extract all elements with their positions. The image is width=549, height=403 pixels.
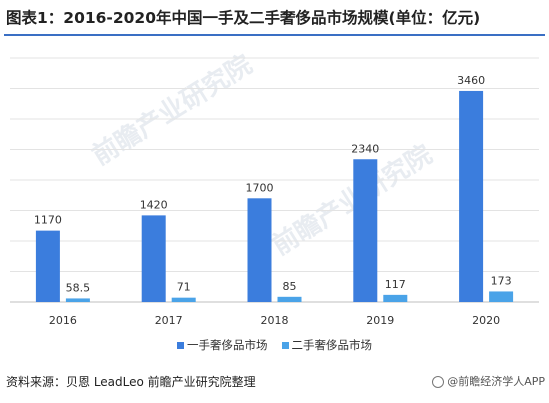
bar-secondary-2018 — [277, 296, 302, 302]
x-tick-2019: 2019 — [366, 314, 394, 327]
data-label-secondary-2020: 173 — [491, 274, 512, 287]
bar-secondary-2016 — [65, 298, 90, 302]
legend-swatch-primary — [177, 341, 184, 349]
legend-item-secondary: 二手奢侈品市场 — [281, 337, 373, 353]
data-label-secondary-2017: 71 — [177, 281, 191, 294]
legend-label-secondary: 二手奢侈品市场 — [291, 338, 373, 352]
app-badge-label: @前瞻经济学人APP — [447, 375, 545, 388]
bar-secondary-2017 — [171, 297, 196, 302]
gridlines — [10, 57, 539, 303]
data-label-secondary-2019: 117 — [385, 278, 406, 291]
bar-secondary-2020 — [489, 291, 514, 302]
chart-title: 图表1：2016-2020年中国一手及二手奢侈品市场规模(单位：亿元) — [6, 9, 481, 27]
data-label-primary-2017: 1420 — [140, 198, 168, 211]
x-tick-2020: 2020 — [472, 314, 500, 327]
bar-primary-2017 — [141, 215, 166, 302]
bar-secondary-2019 — [383, 294, 408, 302]
data-label-primary-2016: 1170 — [34, 214, 62, 227]
bar-primary-2016 — [35, 230, 60, 302]
bar-primary-2018 — [247, 198, 272, 302]
legend-label-primary: 一手奢侈品市场 — [187, 338, 268, 352]
app-badge: @前瞻经济学人APP — [432, 371, 545, 393]
data-label-primary-2020: 3460 — [457, 74, 485, 87]
data-labels: 1170 58.5 1420 71 1700 85 2340 117 3460 173 — [34, 74, 512, 294]
x-axis-ticks: 2016 2017 2018 2019 2020 — [49, 314, 500, 327]
bar-primary-2020 — [459, 90, 484, 302]
x-tick-2016: 2016 — [49, 314, 77, 327]
bar-primary-2019 — [353, 159, 378, 302]
legend: 一手奢侈品市场 二手奢侈品市场 — [0, 336, 549, 354]
data-label-secondary-2018: 85 — [283, 280, 297, 293]
x-tick-2017: 2017 — [155, 314, 183, 327]
app-logo-icon — [432, 376, 445, 388]
data-label-primary-2018: 1700 — [246, 181, 274, 194]
title-divider — [4, 34, 545, 36]
bars — [35, 90, 514, 302]
source-note: 资料来源：贝恩 LeadLeo 前瞻产业研究院整理 — [6, 375, 256, 389]
data-label-secondary-2016: 58.5 — [66, 281, 91, 294]
x-tick-2018: 2018 — [261, 314, 289, 327]
data-label-primary-2019: 2340 — [351, 142, 379, 155]
legend-swatch-secondary — [281, 341, 289, 349]
legend-item-primary: 一手奢侈品市场 — [177, 337, 268, 353]
